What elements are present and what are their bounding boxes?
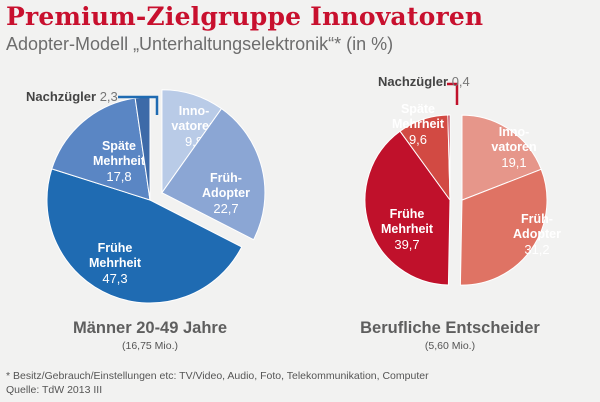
page-subtitle: Adopter-Modell „Unterhaltungselektronik“…: [6, 34, 394, 54]
page-title: Premium-Zielgruppe Innovatoren: [6, 2, 484, 31]
footnote-line-1: * Besitz/Gebrauch/Einstellungen etc: TV/…: [6, 370, 429, 382]
pie1-slice-sp-temehrheit: [51, 97, 151, 201]
pie2-title: Berufliche Entscheider: [360, 319, 540, 337]
pie1-slice-fr-hemehrheit: [46, 168, 243, 304]
pie2-nachz-gler-callout-line: [447, 82, 459, 105]
pie2-subtitle: (5,60 Mio.): [425, 340, 475, 352]
pie2-slice-nachz-gler: [447, 114, 451, 201]
pie1-nachz-gler-callout-line: [118, 95, 159, 115]
pie2-sp-temehrheit-label: Späte Mehrheit 9,6: [392, 102, 445, 147]
pie2-slice-inno-vatoren: [461, 114, 542, 201]
pie1-slice-fr-h-adopter: [161, 107, 266, 241]
pie1-nachz-gler-label: Nachzügler 2,3: [26, 89, 118, 104]
pie2-nachz-gler-label: Nachzügler 0,4: [378, 74, 470, 89]
pie1-title: Männer 20-49 Jahre: [73, 319, 227, 337]
pie1-subtitle: (16,75 Mio.): [122, 340, 178, 352]
pie2-fr-hemehrheit-label: Frühe Mehrheit 39,7: [381, 207, 434, 252]
footnote: * Besitz/Gebrauch/Einstellungen etc: TV/…: [6, 369, 429, 397]
pie2-slice-fr-h-adopter: [459, 168, 548, 286]
pie1-fr-hemehrheit-label: Frühe Mehrheit 47,3: [89, 241, 142, 286]
footnote-source: Quelle: TdW 2013 III: [6, 384, 103, 396]
pie1-sp-temehrheit-label: Späte Mehrheit 17,8: [93, 139, 146, 184]
pie2-slice-fr-hemehrheit: [364, 130, 451, 286]
pie1-fr-h-adopter-label: Früh-Adopter 22,7: [202, 171, 250, 216]
pie2-inno-vatoren-label: Inno-vatoren 19,1: [491, 125, 536, 170]
pie2-fr-h-adopter-label: Früh-Adopter 31,2: [513, 212, 561, 257]
